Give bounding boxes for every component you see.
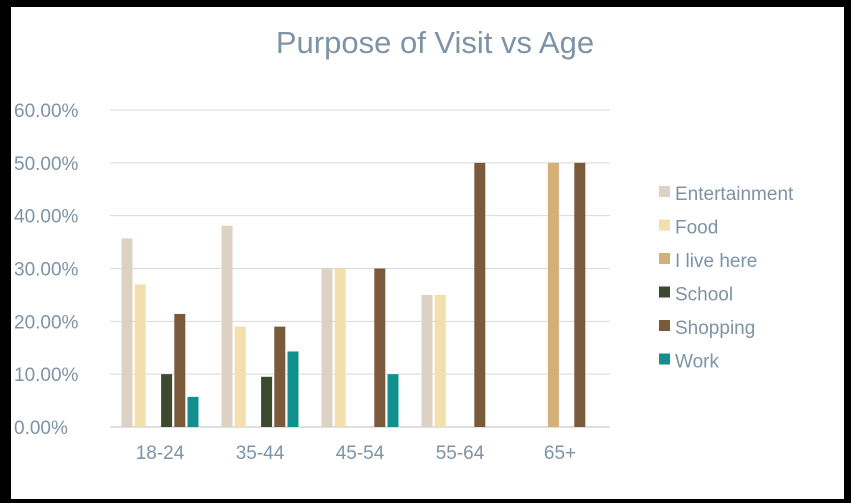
bar-work-45-54	[387, 374, 399, 427]
x-tick-label: 65+	[544, 443, 576, 464]
bar-food-45-54	[334, 268, 346, 427]
legend-swatch	[659, 253, 670, 264]
y-tick-label: 40.00%	[14, 207, 79, 228]
legend-label: Food	[675, 218, 718, 239]
bar-shopping-35-44	[274, 326, 286, 427]
legend-label: Shopping	[675, 318, 755, 339]
bar-school-18-24	[161, 374, 173, 427]
y-tick-label: 60.00%	[14, 101, 79, 122]
bar-shopping-65+	[574, 162, 586, 428]
bars	[121, 162, 586, 428]
bar-shopping-55-64	[474, 162, 486, 428]
x-tick-label: 35-44	[236, 443, 285, 464]
bar-food-18-24	[134, 284, 146, 427]
bar-food-35-44	[234, 326, 246, 427]
chart-title: Purpose of Visit vs Age	[276, 25, 594, 60]
bar-shopping-45-54	[374, 268, 386, 427]
bar-entertainment-55-64	[421, 294, 433, 427]
legend-label: Entertainment	[675, 184, 794, 205]
bar-school-35-44	[261, 376, 273, 427]
legend-swatch	[659, 286, 670, 298]
x-tick-label: 18-24	[136, 443, 185, 464]
y-axis-tick-labels: 0.00% 10.00% 20.00% 30.00% 40.00% 50.00% 60.00…	[14, 101, 79, 439]
legend-label: I live here	[675, 251, 757, 272]
legend: Entertainment Food I live here School Shoppi…	[659, 184, 794, 373]
legend-swatch	[659, 186, 670, 197]
x-tick-label: 45-54	[336, 443, 385, 464]
bar-entertainment-35-44	[221, 225, 233, 427]
legend-swatch	[659, 219, 670, 231]
bar-entertainment-45-54	[321, 268, 333, 427]
bar-shopping-18-24	[174, 313, 186, 427]
x-axis-tick-labels: 18-24 35-44 45-54 55-64 65+	[136, 443, 576, 464]
legend-swatch	[659, 320, 670, 331]
y-tick-label: 10.00%	[14, 365, 79, 386]
bar-work-18-24	[187, 396, 199, 427]
bar-work-35-44	[287, 351, 299, 427]
bar-i-live-here-65+	[547, 162, 559, 428]
bar-entertainment-18-24	[121, 238, 133, 427]
y-tick-label: 20.00%	[14, 312, 79, 333]
legend-label: Work	[675, 352, 719, 373]
y-tick-label: 0.00%	[14, 418, 68, 439]
y-tick-label: 30.00%	[14, 260, 79, 281]
x-tick-label: 55-64	[436, 443, 485, 464]
y-tick-label: 50.00%	[14, 154, 79, 175]
legend-label: School	[675, 285, 733, 306]
bar-food-55-64	[434, 294, 446, 427]
legend-swatch	[659, 353, 670, 365]
